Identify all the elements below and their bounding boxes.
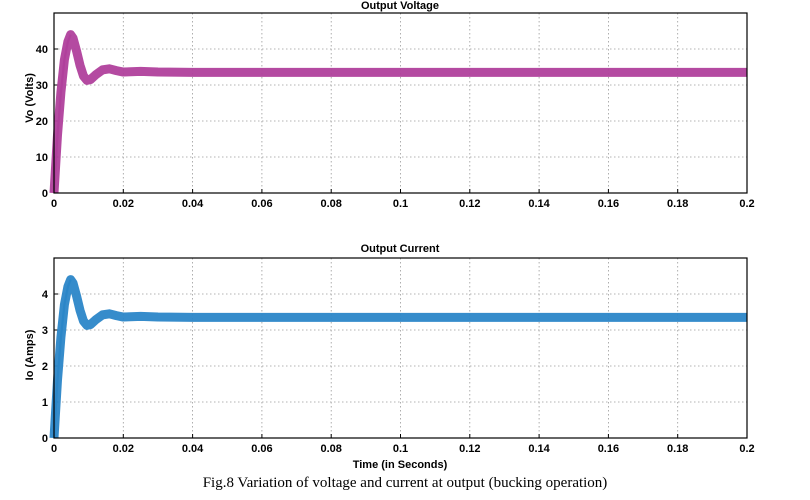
current-x-tick-label: 0.18 xyxy=(667,443,688,455)
voltage-y-tick-label: 10 xyxy=(36,152,48,164)
voltage-y-tick-label: 40 xyxy=(36,44,48,56)
current-chart: Output Current Io (Amps) Time (in Second… xyxy=(24,243,755,471)
voltage-x-tick-label: 0.2 xyxy=(739,198,754,210)
current-plot-area xyxy=(54,258,747,438)
current-plot-frame xyxy=(53,257,748,439)
current-series-rise xyxy=(52,279,72,439)
current-x-tick-label: 0 xyxy=(51,443,57,455)
voltage-x-tick-label: 0.08 xyxy=(320,198,341,210)
voltage-x-tick-label: 0.14 xyxy=(528,198,550,210)
current-y-tick-label: 3 xyxy=(42,325,48,337)
current-y-tick-label: 1 xyxy=(42,397,48,409)
voltage-y-axis-label: Vo (Volts) xyxy=(24,73,36,123)
current-y-tick-label: 0 xyxy=(42,433,48,445)
voltage-x-tick-label: 0.1 xyxy=(393,198,408,210)
current-x-tick-label: 0.12 xyxy=(459,443,480,455)
voltage-x-tick-label: 0.12 xyxy=(459,198,480,210)
current-chart-title: Output Current xyxy=(361,243,440,255)
voltage-y-tick-label: 30 xyxy=(36,80,48,92)
current-x-tick-label: 0.16 xyxy=(598,443,619,455)
voltage-plot-frame xyxy=(53,12,748,194)
current-x-tick-label: 0.06 xyxy=(251,443,272,455)
voltage-x-tick-label: 0 xyxy=(51,198,57,210)
voltage-x-tick-label: 0.16 xyxy=(598,198,619,210)
voltage-plot-area xyxy=(54,13,747,193)
current-y-tick-label: 4 xyxy=(42,289,49,301)
voltage-chart-title: Output Voltage xyxy=(361,0,439,12)
voltage-x-tick-label: 0.02 xyxy=(113,198,134,210)
voltage-chart: Output Voltage Vo (Volts) 0 0.02 0.04 0.06 0… xyxy=(24,0,755,210)
current-x-tick-label: 0.02 xyxy=(113,443,134,455)
voltage-y-tick-label: 20 xyxy=(36,116,48,128)
voltage-x-tick-label: 0.18 xyxy=(667,198,688,210)
voltage-x-tick-label: 0.06 xyxy=(251,198,272,210)
current-x-tick-label: 0.14 xyxy=(528,443,550,455)
current-y-tick-label: 2 xyxy=(42,361,48,373)
current-x-tick-label: 0.08 xyxy=(320,443,341,455)
current-x-tick-label: 0.1 xyxy=(393,443,408,455)
voltage-y-tick-label: 0 xyxy=(42,188,48,200)
voltage-series-rise xyxy=(52,34,72,194)
current-x-tick-label: 0.04 xyxy=(182,443,204,455)
current-x-tick-label: 0.2 xyxy=(739,443,754,455)
figure-caption: Fig.8 Variation of voltage and current a… xyxy=(202,475,608,491)
voltage-x-tick-label: 0.04 xyxy=(182,198,204,210)
current-x-axis-label: Time (in Seconds) xyxy=(353,459,448,471)
current-y-axis-label: Io (Amps) xyxy=(24,329,36,380)
